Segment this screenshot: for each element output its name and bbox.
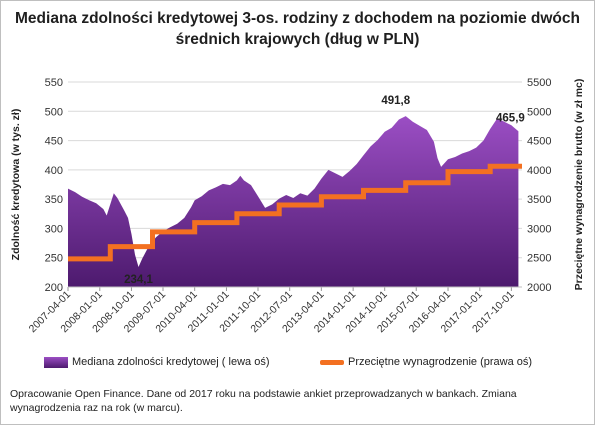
- series-area-zdolnosc: [68, 116, 519, 287]
- data-label: 491,8: [381, 95, 410, 107]
- legend-swatch-line: [320, 359, 344, 365]
- legend-label-area: Mediana zdolności kredytowej ( lewa oś): [72, 356, 270, 368]
- legend-swatch-area: [44, 356, 68, 368]
- y2-tick-label: 4000: [527, 165, 551, 177]
- y2-tick-label: 5500: [527, 77, 551, 89]
- chart-title: Mediana zdolności kredytowej 3-os. rodzi…: [15, 10, 580, 48]
- data-label: 234,1: [124, 274, 153, 286]
- data-label: 465,9: [496, 112, 525, 124]
- y-tick-label: 550: [45, 77, 63, 89]
- y-tick-label: 300: [45, 223, 63, 235]
- series-line-wynagrodzenie: [68, 163, 522, 262]
- y-tick-label: 250: [45, 253, 63, 265]
- y2-tick-label: 5000: [527, 106, 551, 118]
- y2-tick-label: 4500: [527, 136, 551, 148]
- source-note: Opracowanie Open Finance. Dane od 2017 r…: [10, 388, 517, 414]
- legend: Mediana zdolności kredytowej ( lewa oś) …: [44, 356, 584, 374]
- y-tick-label: 450: [45, 136, 63, 148]
- y2-tick-label: 3500: [527, 194, 551, 206]
- legend-label-line: Przeciętne wynagrodzenie (prawa oś): [348, 356, 533, 368]
- y-tick-label: 200: [45, 282, 63, 294]
- legend-item-line: Przeciętne wynagrodzenie (prawa oś): [320, 356, 532, 368]
- y2-tick-label: 3000: [527, 223, 551, 235]
- y2-tick-label: 2500: [527, 253, 551, 265]
- y-tick-label: 400: [45, 165, 63, 177]
- legend-item-area: Mediana zdolności kredytowej ( lewa oś): [44, 356, 269, 368]
- y-tick-label: 350: [45, 194, 63, 206]
- y2-tick-label: 2000: [527, 282, 551, 294]
- y2-axis-title: Przeciętne wynagrodzenie brutto (w zł mc…: [573, 79, 585, 291]
- y-axis-title: Zdolność kredytowa (w tys. zł): [10, 109, 22, 261]
- y-tick-label: 500: [45, 106, 63, 118]
